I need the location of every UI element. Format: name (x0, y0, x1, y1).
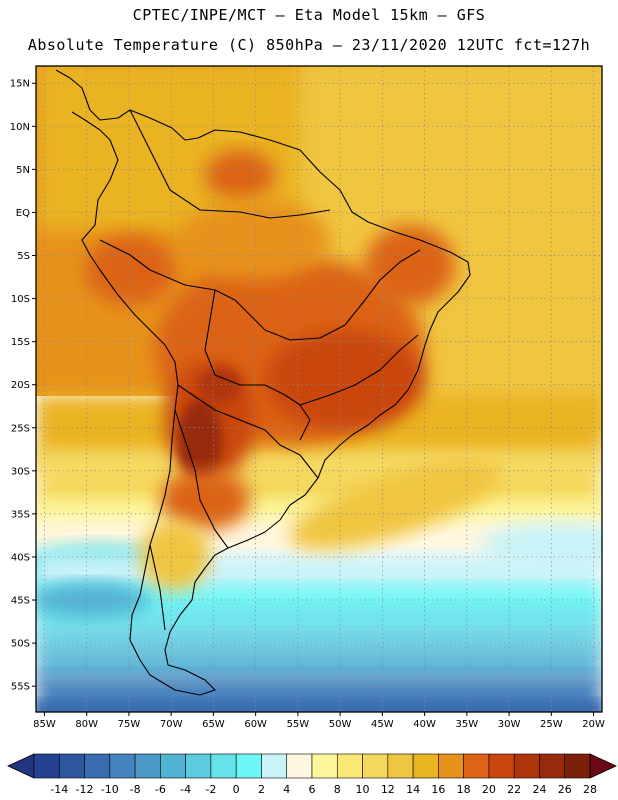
latitude-labels: 15N 10N 5N EQ 5S 10S 15S 20S 25S 30S 35S 40S 45S 50S 5… (10, 79, 30, 693)
colorbar-label: -8 (130, 783, 141, 796)
lat-label: 50S (11, 639, 30, 650)
colorbar-label: 10 (356, 783, 370, 796)
lon-label: 70W (160, 719, 183, 730)
longitude-labels: 85W 80W 75W 70W 65W 60W 55W 50W 45W 40W 35W 30W 25W 2… (33, 719, 605, 730)
colorbar-label: 26 (558, 783, 572, 796)
colorbar-swatch (539, 753, 566, 779)
lon-label: 75W (118, 719, 141, 730)
colorbar-label: -6 (155, 783, 166, 796)
colorbar-arrow-right (589, 753, 617, 779)
chart-title-line2: Absolute Temperature (C) 850hPa – 23/11/… (27, 36, 591, 54)
colorbar-label: -10 (101, 783, 119, 796)
colorbar-swatch (362, 753, 389, 779)
lat-label: 5N (16, 165, 30, 176)
lat-label: 5S (17, 251, 30, 262)
lon-label: 65W (202, 719, 225, 730)
colorbar-label: 6 (309, 783, 316, 796)
colorbar-label: 16 (431, 783, 445, 796)
colorbar-swatch (564, 753, 591, 779)
map-frame (35, 65, 603, 713)
colorbar-swatch (387, 753, 414, 779)
colorbar-label: 2 (258, 783, 265, 796)
lat-label: 30S (11, 466, 30, 477)
colorbar-swatch (58, 753, 85, 779)
graticule (32, 66, 602, 716)
colorbar-swatch (33, 753, 60, 779)
colorbar-label: 12 (381, 783, 395, 796)
lon-label: 30W (498, 719, 521, 730)
colorbar-label: -2 (205, 783, 216, 796)
lat-label: 10N (10, 122, 30, 133)
lon-label: 60W (244, 719, 267, 730)
lat-label: EQ (16, 208, 30, 219)
colorbar-swatch (286, 753, 313, 779)
colorbar-swatch (235, 753, 262, 779)
coastline-outline (55, 69, 471, 696)
chart-title-line1: CPTEC/INPE/MCT – Eta Model 15km – GFS (132, 6, 486, 24)
lat-label: 55S (11, 682, 30, 693)
lon-label: 50W (329, 719, 352, 730)
lat-label: 20S (11, 380, 30, 391)
colorbar-swatch (109, 753, 136, 779)
colorbar-swatch (438, 753, 464, 779)
colorbar-swatch (134, 753, 161, 779)
lat-label: 15S (11, 337, 30, 348)
temperature-field (36, 66, 602, 712)
colorbar-swatch (261, 753, 288, 779)
colorbar-swatch (311, 753, 338, 779)
lat-label: 15N (10, 79, 30, 90)
lat-label: 10S (11, 294, 30, 305)
colorbar-label: 28 (583, 783, 597, 796)
colorbar-label: -4 (180, 783, 191, 796)
lat-label: 25S (11, 423, 30, 434)
colorbar-label: 0 (233, 783, 240, 796)
lat-label: 35S (11, 509, 30, 520)
lon-label: 85W (33, 719, 56, 730)
lon-label: 45W (371, 719, 394, 730)
colorbar-label: 22 (507, 783, 521, 796)
lon-label: 80W (75, 719, 98, 730)
colorbar-swatch (160, 753, 186, 779)
colorbar-arrow-left (7, 753, 35, 779)
colorbar-label: 8 (334, 783, 341, 796)
colorbar-label: 4 (283, 783, 290, 796)
colorbar-label: 20 (482, 783, 496, 796)
colorbar-swatch (488, 753, 515, 779)
colorbar-label: 24 (532, 783, 546, 796)
colorbar-label: -12 (76, 783, 94, 796)
lat-label: 45S (11, 596, 30, 607)
colorbar-label: 18 (457, 783, 471, 796)
colorbar-swatch (84, 753, 111, 779)
colorbar-swatch (463, 753, 490, 779)
colorbar-swatch (513, 753, 540, 779)
lon-label: 55W (287, 719, 310, 730)
colorbar: -14 -12 -10 -8 -6 -4 -2 0 2 4 6 8 10 12 14 16 18 20 22 24 26… (7, 753, 617, 796)
lat-label: 40S (11, 552, 30, 563)
colorbar-swatch (185, 753, 212, 779)
colorbar-label: -14 (50, 783, 68, 796)
lon-label: 35W (456, 719, 479, 730)
lon-label: 25W (540, 719, 563, 730)
colorbar-swatch (336, 753, 363, 779)
colorbar-label: 14 (406, 783, 420, 796)
colorbar-swatch (210, 753, 237, 779)
colorbar-swatch (412, 753, 439, 779)
lon-label: 20W (582, 719, 605, 730)
lon-label: 40W (413, 719, 436, 730)
